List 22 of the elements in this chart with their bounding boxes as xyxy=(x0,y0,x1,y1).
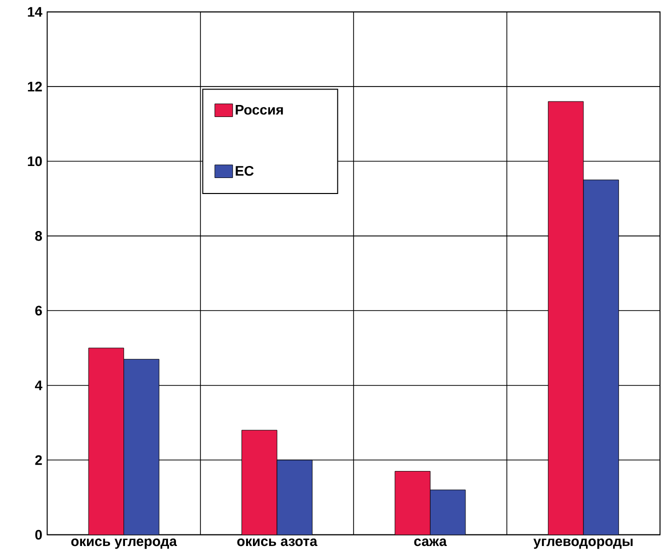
bar xyxy=(242,430,278,534)
bar xyxy=(276,460,312,534)
x-tick-label: сажа xyxy=(414,538,447,546)
y-tick-label: 0 xyxy=(35,530,42,540)
bar xyxy=(548,101,584,534)
legend-label: Россия xyxy=(236,104,283,114)
y-tick-label: 8 xyxy=(35,230,42,241)
y-tick-label: 12 xyxy=(28,81,42,92)
y-tick-label: 6 xyxy=(35,306,42,316)
y-tick-label: 4 xyxy=(34,380,42,390)
y-tick-label: 10 xyxy=(28,156,42,166)
bar xyxy=(88,348,124,534)
y-tick-label: 2 xyxy=(35,454,42,465)
bar xyxy=(124,358,160,534)
bar xyxy=(430,489,466,534)
legend-label: ЕС xyxy=(236,166,254,176)
y-tick-label: 14 xyxy=(28,6,42,16)
x-tick-label: углеводороды xyxy=(533,538,633,549)
x-tick-label: окись азота xyxy=(237,538,318,546)
bar xyxy=(394,470,430,534)
bar xyxy=(583,179,619,534)
x-tick-label: окись углерода xyxy=(71,538,177,549)
